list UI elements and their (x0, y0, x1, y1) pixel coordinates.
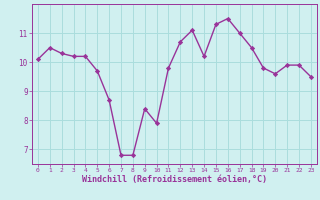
X-axis label: Windchill (Refroidissement éolien,°C): Windchill (Refroidissement éolien,°C) (82, 175, 267, 184)
